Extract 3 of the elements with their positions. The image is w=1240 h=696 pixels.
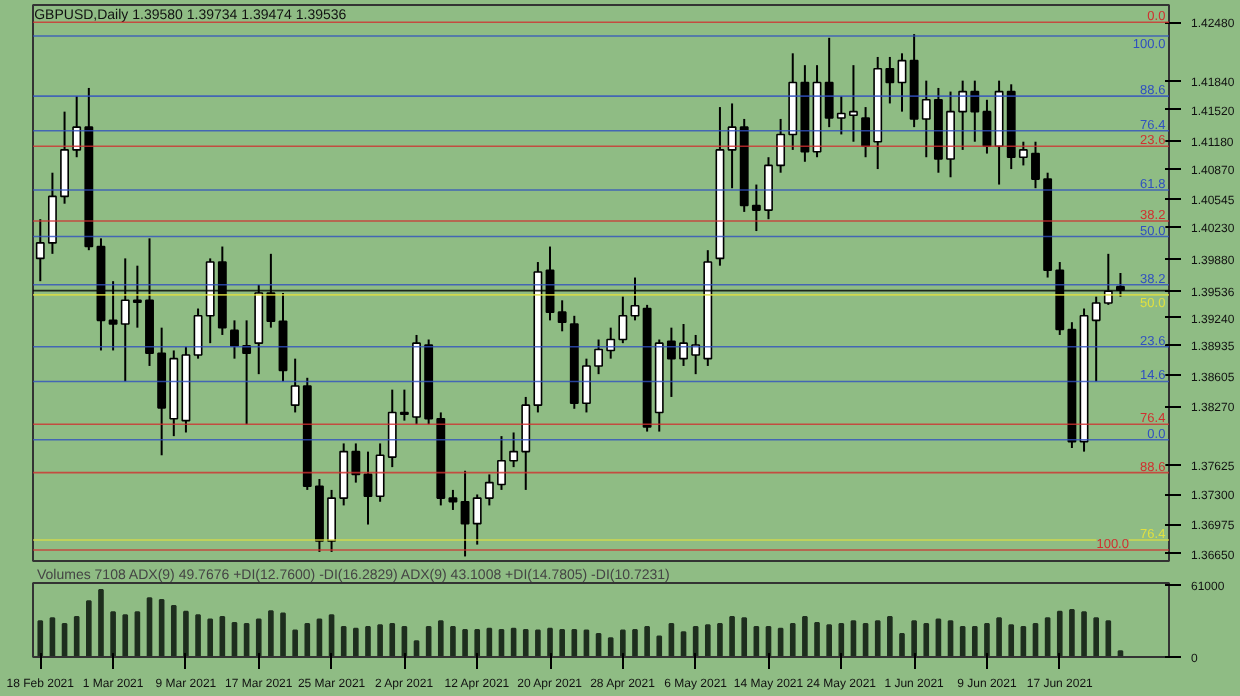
candlestick <box>35 218 45 283</box>
candlestick <box>557 299 567 333</box>
candlestick <box>230 319 239 360</box>
